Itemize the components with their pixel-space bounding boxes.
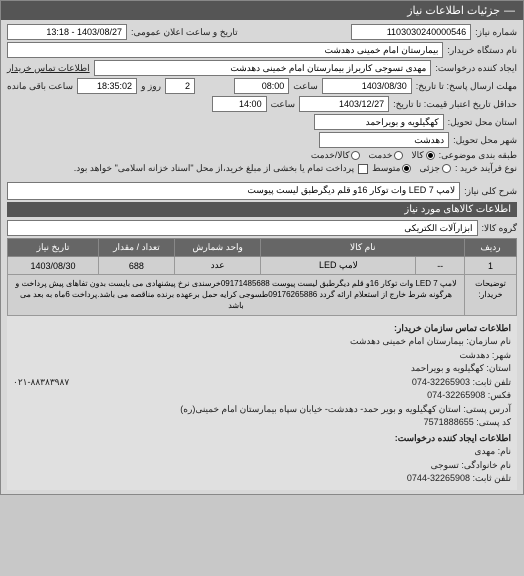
requester-label: ایجاد کننده درخواست: [435,63,517,74]
days-mid-label: روز و [141,81,161,92]
pkg-opt-c: کالا/خدمت [311,150,350,161]
cell-name: لامپ LED [261,257,416,275]
cell-dash: -- [416,257,465,275]
titlebar: — جزئیات اطلاعات نیاز [1,1,523,20]
buyer-org-label: نام دستگاه خریدار: [447,45,517,56]
note-text: لامپ LED 7 وات توکار 16و قلم دیگرطبق لیس… [8,275,465,316]
pkg-radio-c[interactable] [351,151,360,160]
col-unit: واحد شمارش [174,239,261,257]
pkg-label: طبقه بندی موضوعی: [439,150,517,161]
pkg-radio-group: کالا خدمت کالا/خدمت [311,150,435,161]
titlebar-text: جزئیات اطلاعات نیاز [407,4,500,17]
time-remain-field: 18:35:02 [77,78,137,94]
c-lname: تسوجی [431,460,459,470]
group-label: گروه کالا: [482,223,517,234]
valid-time-field: 14:00 [212,96,267,112]
resp-time-field: 08:00 [234,78,289,94]
group-field: ابزارآلات الکتریکی [7,220,478,236]
valid-label: حداقل تاریخ اعتبار قیمت: تا تاریخ: [393,99,517,110]
desc-field: لامپ LED 7 وات توکار 16و قلم دیگرطبق لیس… [7,182,460,200]
contact-head2: اطلاعات ایجاد کننده درخواست: [13,432,511,446]
valid-date-field: 1403/12/27 [299,96,389,112]
c-post: 7571888655 [424,417,474,427]
note-label: توضیحات خریدار: [465,275,517,316]
c-addr-l: آدرس پستی: [463,404,511,414]
days-remain-field: 2 [165,78,195,94]
proc-opt-b: متوسط [372,163,400,174]
cell-date: 1403/08/30 [8,257,99,275]
proc-checkbox[interactable] [358,164,368,174]
reqno-label: شماره نیاز: [475,27,517,38]
c-tel2: 32265908-0744 [407,473,470,483]
note-row: توضیحات خریدار: لامپ LED 7 وات توکار 16و… [8,275,517,316]
pkg-radio-a[interactable] [426,151,435,160]
items-section-head: اطلاعات کالاهای مورد نیاز [7,202,517,217]
c-tel2-l: تلفن ثابت: [473,473,511,483]
province-field: کهگیلویه و بویراحمد [314,114,444,130]
buyer-org-field: بیمارستان امام خمینی دهدشت [7,42,443,58]
proc-radio-b[interactable] [402,164,411,173]
c-tel-l: تلفن ثابت: [473,377,511,387]
contact-link[interactable]: اطلاعات تماس خریدار [7,63,90,74]
contact-block: اطلاعات تماس سازمان خریدار: نام سازمان: … [7,316,517,490]
pubdate-label: تاریخ و ساعت اعلان عمومی: [131,27,238,38]
proc-opt-a: جزئی [419,163,440,174]
c-city-l: شهر: [492,350,511,360]
col-name: نام کالا [261,239,465,257]
time-remain-suf: ساعت باقی مانده [7,81,73,92]
c-tel: 32265903-074 [412,377,470,387]
c-org-l: نام سازمان: [466,336,511,346]
province-label: استان محل تحویل: [448,117,517,128]
c-addr: استان کهگیلویه و بویر حمد- دهدشت- خیابان… [180,404,461,414]
details-window: — جزئیات اطلاعات نیاز شماره نیاز: 110303… [0,0,524,495]
resp-date-field: 1403/08/30 [322,78,412,94]
c-prov: کهگیلویه و بویراحمد [411,363,484,373]
col-date: تاریخ نیاز [8,239,99,257]
city-label: شهر محل تحویل: [453,135,517,146]
c-prov-l: استان: [486,363,511,373]
resp-deadline-label: مهلت ارسال پاسخ: تا تاریخ: [416,81,517,92]
c-fax-l: فکس: [488,390,511,400]
col-qty: تعداد / مقدار [99,239,175,257]
reqno-field: 1103030240000546 [351,24,471,40]
requester-field: مهدی تسوجی کاربراز بیمارستان امام خمینی … [94,60,432,76]
pubdate-field: 1403/08/27 - 13:18 [7,24,127,40]
pkg-opt-a: کالا [411,150,423,161]
time-label-1: ساعت [293,81,318,92]
items-table: ردیف نام کالا واحد شمارش تعداد / مقدار ت… [7,238,517,316]
c-fname-l: نام: [498,446,511,456]
c-post-l: کد پستی: [476,417,511,427]
c-lname-l: نام خانوادگی: [461,460,511,470]
c-fax: 32265908-074 [427,390,485,400]
c-org: بیمارستان امام خمینی دهدشت [350,336,464,346]
titlebar-dash-icon: — [504,5,515,17]
desc-label: شرح کلی نیاز: [464,186,517,197]
c-fname: مهدی [474,446,495,456]
proc-note: پرداخت تمام یا بخشی از مبلغ خرید،از محل … [74,163,354,174]
proc-radio-group: جزئی متوسط [372,163,451,174]
col-n: ردیف [465,239,517,257]
table-row: 1 -- لامپ LED عدد 688 1403/08/30 [8,257,517,275]
pkg-opt-b: خدمت [368,150,392,161]
proc-label: نوع فرآیند خرید : [455,163,517,174]
proc-radio-a[interactable] [442,164,451,173]
time-label-2: ساعت [271,99,296,110]
cell-unit: عدد [174,257,261,275]
pkg-radio-b[interactable] [394,151,403,160]
city-field: دهدشت [319,132,449,148]
cell-qty: 688 [99,257,175,275]
c-city: دهدشت [459,350,489,360]
cell-n: 1 [465,257,517,275]
c-extra: ۰۲۱-۸۸۳۸۳۹۸۷ [13,376,69,390]
contact-head1: اطلاعات تماس سازمان خریدار: [13,322,511,336]
form-area: شماره نیاز: 1103030240000546 تاریخ و ساع… [1,20,523,494]
